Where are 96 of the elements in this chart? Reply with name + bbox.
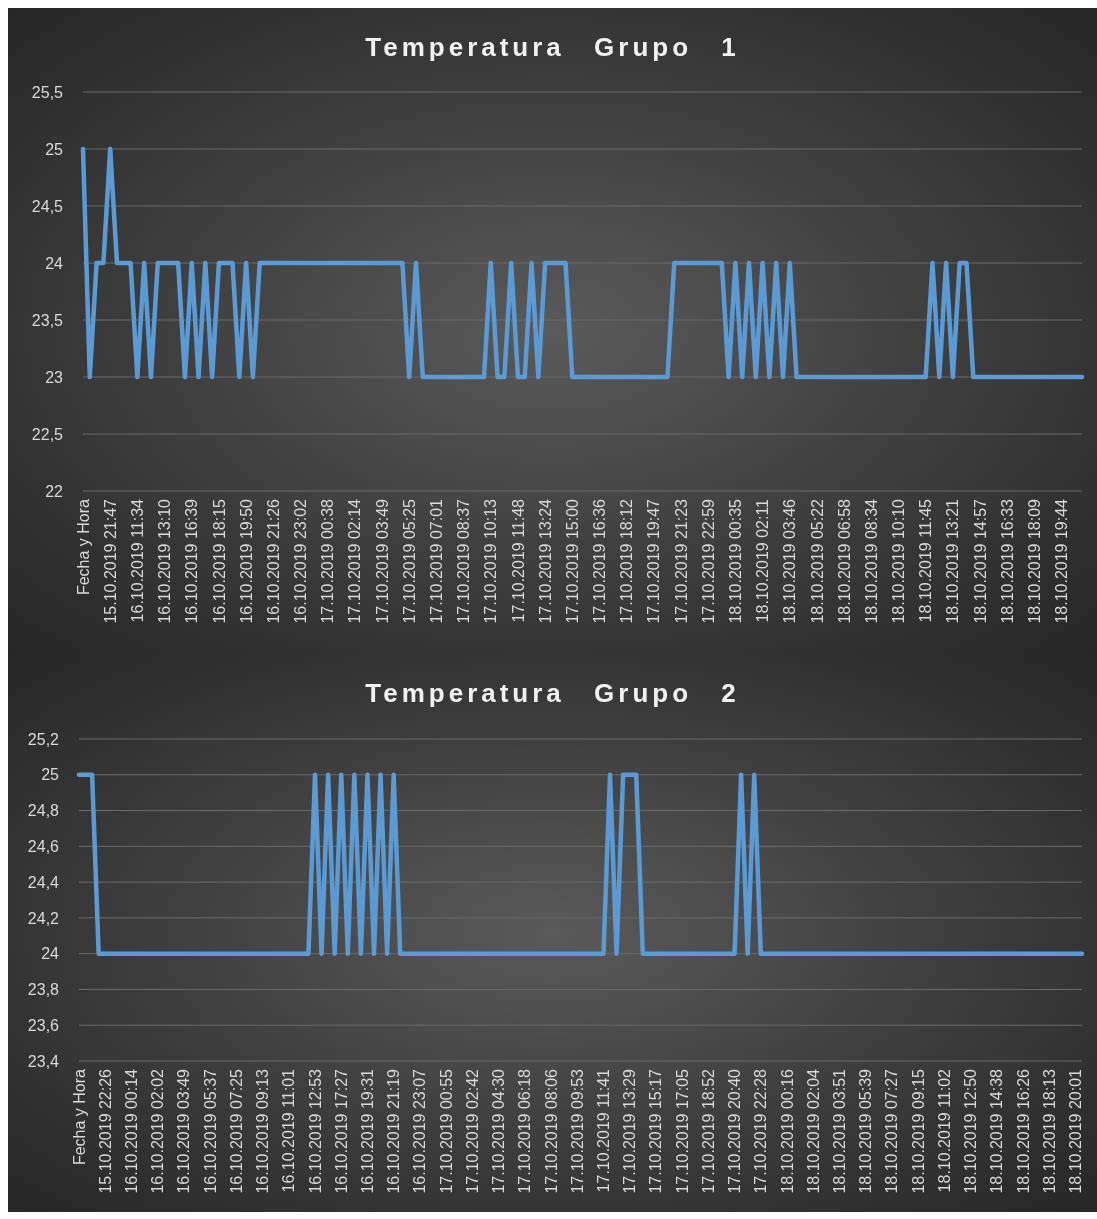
x-tick-label: 18.10.2019 19:44 bbox=[1053, 498, 1071, 624]
x-tick-label: 18.10.2019 14:57 bbox=[971, 498, 989, 624]
x-tick-label: 18.10.2019 02:11 bbox=[754, 498, 772, 623]
x-tick-label: 17.10.2019 15:17 bbox=[647, 1068, 665, 1194]
x-tick-label: 16.10.2019 19:31 bbox=[359, 1068, 377, 1194]
x-tick-label: 18.10.2019 16:33 bbox=[998, 498, 1016, 624]
x-tick-label: 17.10.2019 18:12 bbox=[618, 498, 636, 624]
x-tick-label: 17.10.2019 02:14 bbox=[346, 498, 364, 624]
x-tick-label: 18.10.2019 08:34 bbox=[862, 498, 880, 624]
x-tick-label: 16.10.2019 18:15 bbox=[210, 498, 228, 624]
x-tick-label: 16.10.2019 17:27 bbox=[332, 1068, 350, 1194]
x-tick-label: 17.10.2019 15:00 bbox=[563, 498, 581, 624]
y-tick-label: 23 bbox=[45, 368, 64, 386]
x-tick-label: 17.10.2019 18:52 bbox=[699, 1068, 717, 1194]
x-tick-label: 16.10.2019 23:02 bbox=[292, 498, 310, 624]
x-tick-label: 17.10.2019 04:30 bbox=[490, 1068, 508, 1194]
x-tick-label: 16.10.2019 12:53 bbox=[306, 1068, 324, 1194]
x-tick-label: 17.10.2019 08:06 bbox=[542, 1068, 560, 1194]
y-tick-label: 25 bbox=[41, 766, 60, 784]
x-tick-label: 16.10.2019 03:49 bbox=[175, 1068, 193, 1194]
x-tick-label: 17.10.2019 22:59 bbox=[699, 498, 717, 624]
x-tick-label: 18.10.2019 18:13 bbox=[1040, 1068, 1058, 1194]
x-tick-label: 16.10.2019 02:02 bbox=[149, 1068, 167, 1194]
x-tick-label: 17.10.2019 13:24 bbox=[536, 498, 554, 624]
x-tick-label: 17.10.2019 11:48 bbox=[509, 498, 527, 623]
x-tick-label: 17.10.2019 22:28 bbox=[752, 1068, 770, 1194]
x-tick-label: 18.10.2019 13:21 bbox=[944, 498, 962, 624]
x-tick-label: 18.10.2019 03:51 bbox=[831, 1068, 849, 1194]
x-tick-label: 17.10.2019 10:13 bbox=[482, 498, 500, 624]
x-tick-label: 18.10.2019 02:04 bbox=[804, 1068, 822, 1194]
x-tick-label: 16.10.2019 00:14 bbox=[123, 1068, 141, 1194]
x-tick-label: 16.10.2019 19:50 bbox=[237, 498, 255, 624]
x-tick-label: 18.10.2019 12:50 bbox=[962, 1068, 980, 1194]
x-tick-label: 18.10.2019 05:22 bbox=[808, 498, 826, 624]
y-tick-label: 24 bbox=[41, 945, 60, 963]
y-tick-label: 22 bbox=[45, 482, 64, 500]
x-tick-label: 16.10.2019 23:07 bbox=[411, 1068, 429, 1194]
x-tick-label: 16.10.2019 21:19 bbox=[385, 1068, 403, 1194]
x-tick-label: 17.10.2019 09:53 bbox=[568, 1068, 586, 1194]
y-tick-label: 23,5 bbox=[31, 311, 64, 329]
x-tick-label: 15.10.2019 22:26 bbox=[96, 1068, 114, 1194]
x-tick-label: 18.10.2019 07:27 bbox=[883, 1068, 901, 1194]
y-tick-label: 24,2 bbox=[27, 909, 60, 927]
x-tick-label: Fecha y Hora bbox=[74, 498, 92, 596]
x-tick-label: 16.10.2019 11:34 bbox=[128, 498, 146, 623]
x-tick-label: 17.10.2019 20:40 bbox=[726, 1068, 744, 1194]
x-tick-label: 17.10.2019 21:23 bbox=[672, 498, 690, 624]
x-tick-label: 18.10.2019 00:35 bbox=[727, 498, 745, 624]
x-tick-label: 18.10.2019 11:02 bbox=[935, 1068, 953, 1193]
x-tick-label: 18.10.2019 20:01 bbox=[1067, 1068, 1085, 1194]
x-tick-label: 17.10.2019 08:37 bbox=[455, 498, 473, 624]
x-tick-label: 17.10.2019 19:47 bbox=[645, 498, 663, 624]
x-tick-label: 17.10.2019 05:25 bbox=[400, 498, 418, 624]
x-tick-label: 18.10.2019 06:58 bbox=[835, 498, 853, 624]
x-tick-label: 18.10.2019 10:10 bbox=[890, 498, 908, 624]
y-tick-label: 24 bbox=[45, 254, 64, 272]
y-tick-label: 25,2 bbox=[27, 730, 60, 748]
x-tick-label: 18.10.2019 09:15 bbox=[909, 1068, 927, 1194]
y-tick-label: 25,5 bbox=[31, 83, 64, 101]
y-tick-label: 22,5 bbox=[31, 425, 64, 443]
x-tick-label: 18.10.2019 00:16 bbox=[778, 1068, 796, 1194]
x-tick-label: 18.10.2019 16:26 bbox=[1014, 1068, 1032, 1194]
y-tick-label: 25 bbox=[45, 140, 64, 158]
x-tick-label: 17.10.2019 13:29 bbox=[621, 1068, 639, 1194]
x-tick-label: 15.10.2019 21:47 bbox=[101, 498, 119, 624]
x-tick-label: 17.10.2019 11:41 bbox=[595, 1068, 613, 1193]
chart-title: Temperatura Grupo 2 bbox=[364, 677, 741, 710]
x-tick-label: 17.10.2019 16:36 bbox=[591, 498, 609, 624]
x-tick-label: 16.10.2019 05:37 bbox=[201, 1068, 219, 1194]
x-tick-label: 18.10.2019 03:46 bbox=[781, 498, 799, 624]
x-tick-label: 17.10.2019 00:55 bbox=[437, 1068, 455, 1194]
y-tick-label: 23,6 bbox=[27, 1016, 60, 1034]
y-tick-label: 23,4 bbox=[27, 1052, 60, 1070]
x-tick-label: 16.10.2019 13:10 bbox=[156, 498, 174, 624]
x-tick-label: 17.10.2019 03:49 bbox=[373, 498, 391, 624]
x-tick-label: 16.10.2019 21:26 bbox=[264, 498, 282, 624]
y-tick-label: 23,8 bbox=[27, 981, 60, 999]
x-tick-label: 17.10.2019 00:38 bbox=[319, 498, 337, 624]
y-tick-label: 24,4 bbox=[27, 873, 60, 891]
y-tick-label: 24,8 bbox=[27, 802, 60, 820]
x-tick-label: 16.10.2019 11:01 bbox=[280, 1068, 298, 1193]
x-tick-label: Fecha y Hora bbox=[70, 1068, 88, 1166]
x-tick-label: 18.10.2019 05:39 bbox=[857, 1068, 875, 1194]
y-tick-label: 24,6 bbox=[27, 838, 60, 856]
x-tick-label: 18.10.2019 14:38 bbox=[988, 1068, 1006, 1194]
x-tick-label: 17.10.2019 07:01 bbox=[427, 498, 445, 624]
chart-title: Temperatura Grupo 1 bbox=[364, 31, 741, 64]
x-tick-label: 16.10.2019 09:13 bbox=[254, 1068, 272, 1194]
x-tick-label: 16.10.2019 16:39 bbox=[183, 498, 201, 624]
x-tick-label: 17.10.2019 17:05 bbox=[673, 1068, 691, 1194]
x-tick-label: 18.10.2019 18:09 bbox=[1026, 498, 1044, 624]
y-tick-label: 24,5 bbox=[31, 197, 64, 215]
x-tick-label: 17.10.2019 06:18 bbox=[516, 1068, 534, 1194]
x-tick-label: 17.10.2019 02:42 bbox=[463, 1068, 481, 1194]
x-tick-label: 18.10.2019 11:45 bbox=[917, 498, 935, 623]
x-tick-label: 16.10.2019 07:25 bbox=[227, 1068, 245, 1194]
